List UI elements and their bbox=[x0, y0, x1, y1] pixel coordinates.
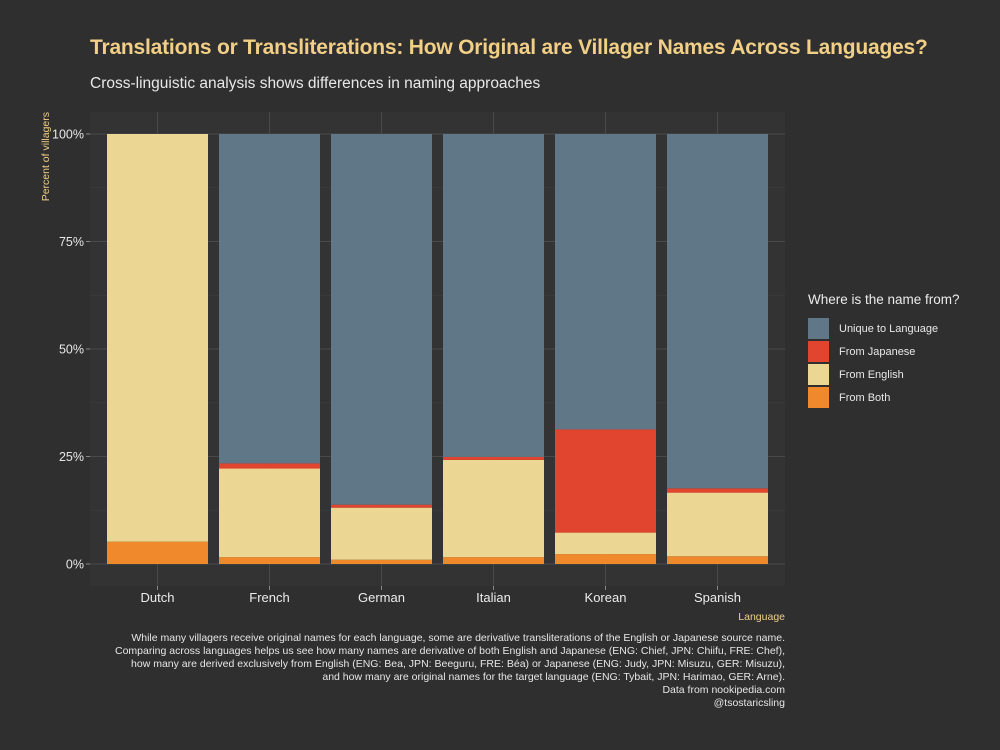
legend-swatch bbox=[808, 387, 829, 408]
x-tick-label: Spanish bbox=[694, 590, 741, 605]
x-tick-label: Dutch bbox=[141, 590, 175, 605]
y-axis-title: Percent of villagers bbox=[40, 112, 52, 201]
legend-item: Unique to Language bbox=[808, 317, 960, 340]
legend-swatch bbox=[808, 318, 829, 339]
legend-swatch bbox=[808, 364, 829, 385]
y-tick-label: 0% bbox=[66, 558, 84, 572]
bar-segment bbox=[331, 507, 432, 560]
x-axis-title: Language bbox=[738, 611, 785, 623]
legend-label: From Japanese bbox=[839, 345, 916, 358]
legend-item: From Japanese bbox=[808, 340, 960, 363]
bar-segment bbox=[443, 134, 544, 457]
legend: Where is the name from? Unique to Langua… bbox=[808, 292, 960, 409]
bar-segment bbox=[219, 468, 320, 558]
bar-segment bbox=[443, 459, 544, 558]
bar-segment bbox=[331, 504, 432, 508]
bar-segment bbox=[331, 559, 432, 564]
chart-title: Translations or Transliterations: How Or… bbox=[90, 36, 928, 59]
bar-segment bbox=[667, 556, 768, 564]
legend-label: From Both bbox=[839, 391, 891, 404]
caption-line: how many are derived exclusively from En… bbox=[131, 658, 785, 670]
caption-line: Data from nookipedia.com bbox=[662, 684, 785, 696]
bar-segment bbox=[219, 463, 320, 469]
caption-line: Comparing across languages helps us see … bbox=[114, 645, 785, 657]
chart-subtitle: Cross-linguistic analysis shows differen… bbox=[90, 75, 541, 92]
x-tick-label: French bbox=[249, 590, 289, 605]
caption-line: and how many are original names for the … bbox=[322, 671, 785, 683]
legend-title: Where is the name from? bbox=[808, 292, 960, 307]
bar-segment bbox=[107, 134, 208, 542]
legend-item: From Both bbox=[808, 386, 960, 409]
x-tick-label: German bbox=[358, 590, 405, 605]
bar-segment bbox=[443, 557, 544, 564]
x-tick-label: Italian bbox=[476, 590, 511, 605]
y-tick-label: 100% bbox=[52, 128, 84, 142]
bar-segment bbox=[667, 492, 768, 557]
bar-segment bbox=[555, 429, 656, 533]
caption-line: While many villagers receive original na… bbox=[131, 632, 785, 644]
y-tick-label: 50% bbox=[59, 343, 84, 357]
y-tick-label: 75% bbox=[59, 235, 84, 249]
bar-segment bbox=[331, 134, 432, 505]
bar-segment bbox=[667, 488, 768, 493]
bar-segment bbox=[555, 532, 656, 555]
bar-segment bbox=[107, 541, 208, 564]
bar-segment bbox=[667, 134, 768, 489]
bar-segment bbox=[219, 134, 320, 464]
legend-swatch bbox=[808, 341, 829, 362]
legend-items: Unique to Language From Japanese From Engl… bbox=[808, 317, 960, 409]
legend-item: From English bbox=[808, 363, 960, 386]
caption-line: @tsostaricsling bbox=[713, 697, 785, 709]
legend-label: From English bbox=[839, 368, 904, 381]
legend-label: Unique to Language bbox=[839, 322, 939, 335]
y-tick-label: 25% bbox=[59, 450, 84, 464]
x-tick-label: Korean bbox=[585, 590, 627, 605]
bar-segment bbox=[443, 456, 544, 460]
bar-segment bbox=[555, 134, 656, 430]
caption: While many villagers receive original na… bbox=[115, 632, 785, 710]
bar-segment bbox=[555, 554, 656, 564]
bar-segment bbox=[219, 557, 320, 564]
